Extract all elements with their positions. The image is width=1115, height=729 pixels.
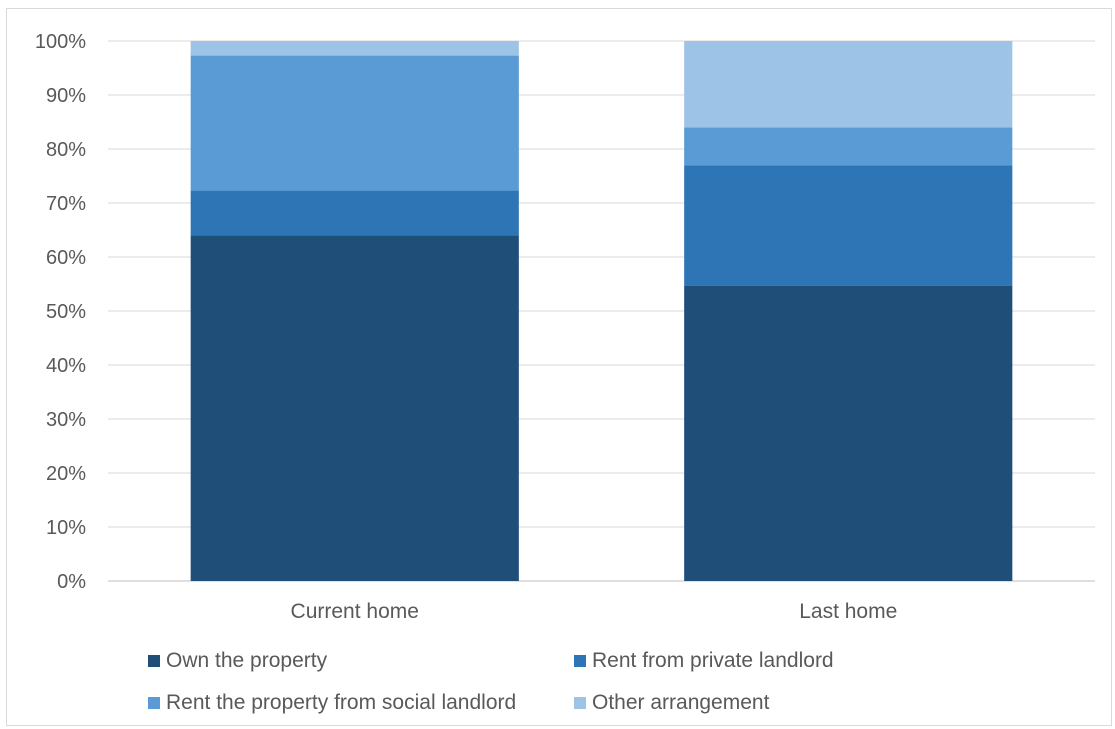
y-tick-label: 30% [46, 409, 86, 431]
legend-label: Rent from private landlord [592, 649, 834, 672]
y-tick-label: 10% [46, 517, 86, 539]
y-tick-label: 20% [46, 463, 86, 485]
legend-item: Rent from private landlord [574, 649, 834, 673]
legend-label: Own the property [166, 649, 328, 672]
legend-swatch [574, 697, 586, 709]
bar-segment [684, 285, 1013, 581]
bar-segment [190, 41, 519, 56]
y-tick-label: 0% [57, 571, 86, 593]
bar-segment [684, 41, 1013, 128]
legend-item: Other arrangement [574, 691, 769, 715]
legend-swatch [574, 655, 586, 667]
y-tick-label: 40% [46, 355, 86, 377]
bar-segment [190, 55, 519, 191]
bars [190, 41, 1013, 581]
y-tick-label: 60% [46, 247, 86, 269]
x-axis: Current home Last home [291, 600, 898, 623]
y-axis: 0% 10% 20% 30% 40% 50% 60% 70% 80% 90% 100% [35, 31, 86, 593]
legend-swatch [148, 655, 160, 667]
legend-label: Rent the property from social landlord [166, 691, 517, 714]
legend-label: Other arrangement [592, 691, 770, 714]
x-category-label: Current home [291, 600, 419, 623]
bar-segment [684, 165, 1013, 286]
y-tick-label: 80% [46, 139, 86, 161]
legend-item: Own the property [148, 649, 327, 673]
y-tick-label: 70% [46, 193, 86, 215]
x-category-label: Last home [799, 600, 897, 623]
legend-swatch [148, 697, 160, 709]
legend-item: Rent the property from social landlord [148, 691, 516, 715]
bar-segment [190, 190, 519, 236]
y-tick-label: 90% [46, 85, 86, 107]
y-tick-label: 50% [46, 301, 86, 323]
bar-segment [684, 127, 1013, 166]
bar-segment [190, 235, 519, 581]
y-tick-label: 100% [35, 31, 86, 53]
